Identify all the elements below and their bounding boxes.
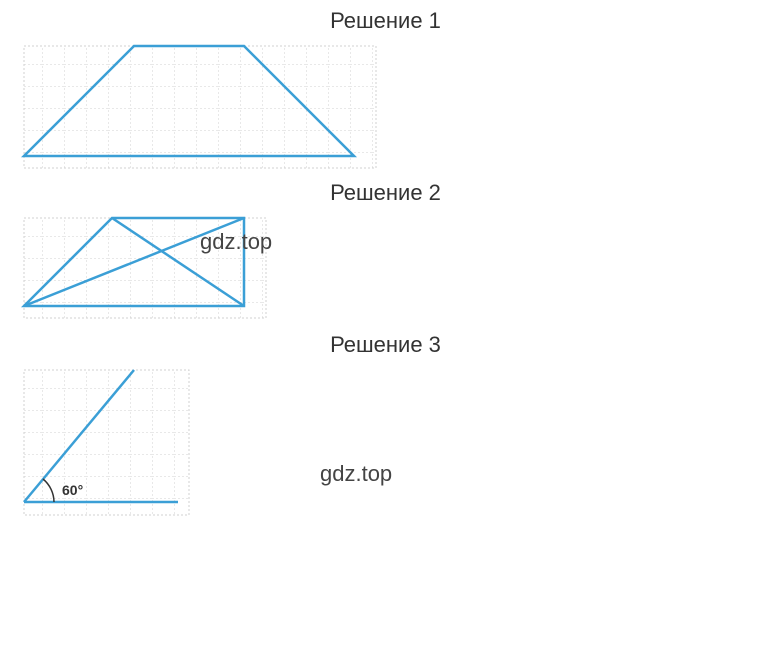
grid-1 <box>24 46 376 168</box>
diagram-2: gdz.top <box>20 214 771 324</box>
solution-1-title: Решение 1 <box>0 0 771 42</box>
grid-3 <box>24 370 189 515</box>
diagram-3: 60° gdz.top <box>20 366 771 526</box>
solution-2-title: Решение 2 <box>0 172 771 214</box>
diagram-1-svg <box>20 42 380 172</box>
solution-3-title: Решение 3 <box>0 324 771 366</box>
diagram-3-svg <box>20 366 200 526</box>
angle-label: 60° <box>62 482 83 498</box>
watermark-2: gdz.top <box>320 461 392 487</box>
diagram-1 <box>20 42 771 172</box>
watermark-1: gdz.top <box>200 229 272 255</box>
